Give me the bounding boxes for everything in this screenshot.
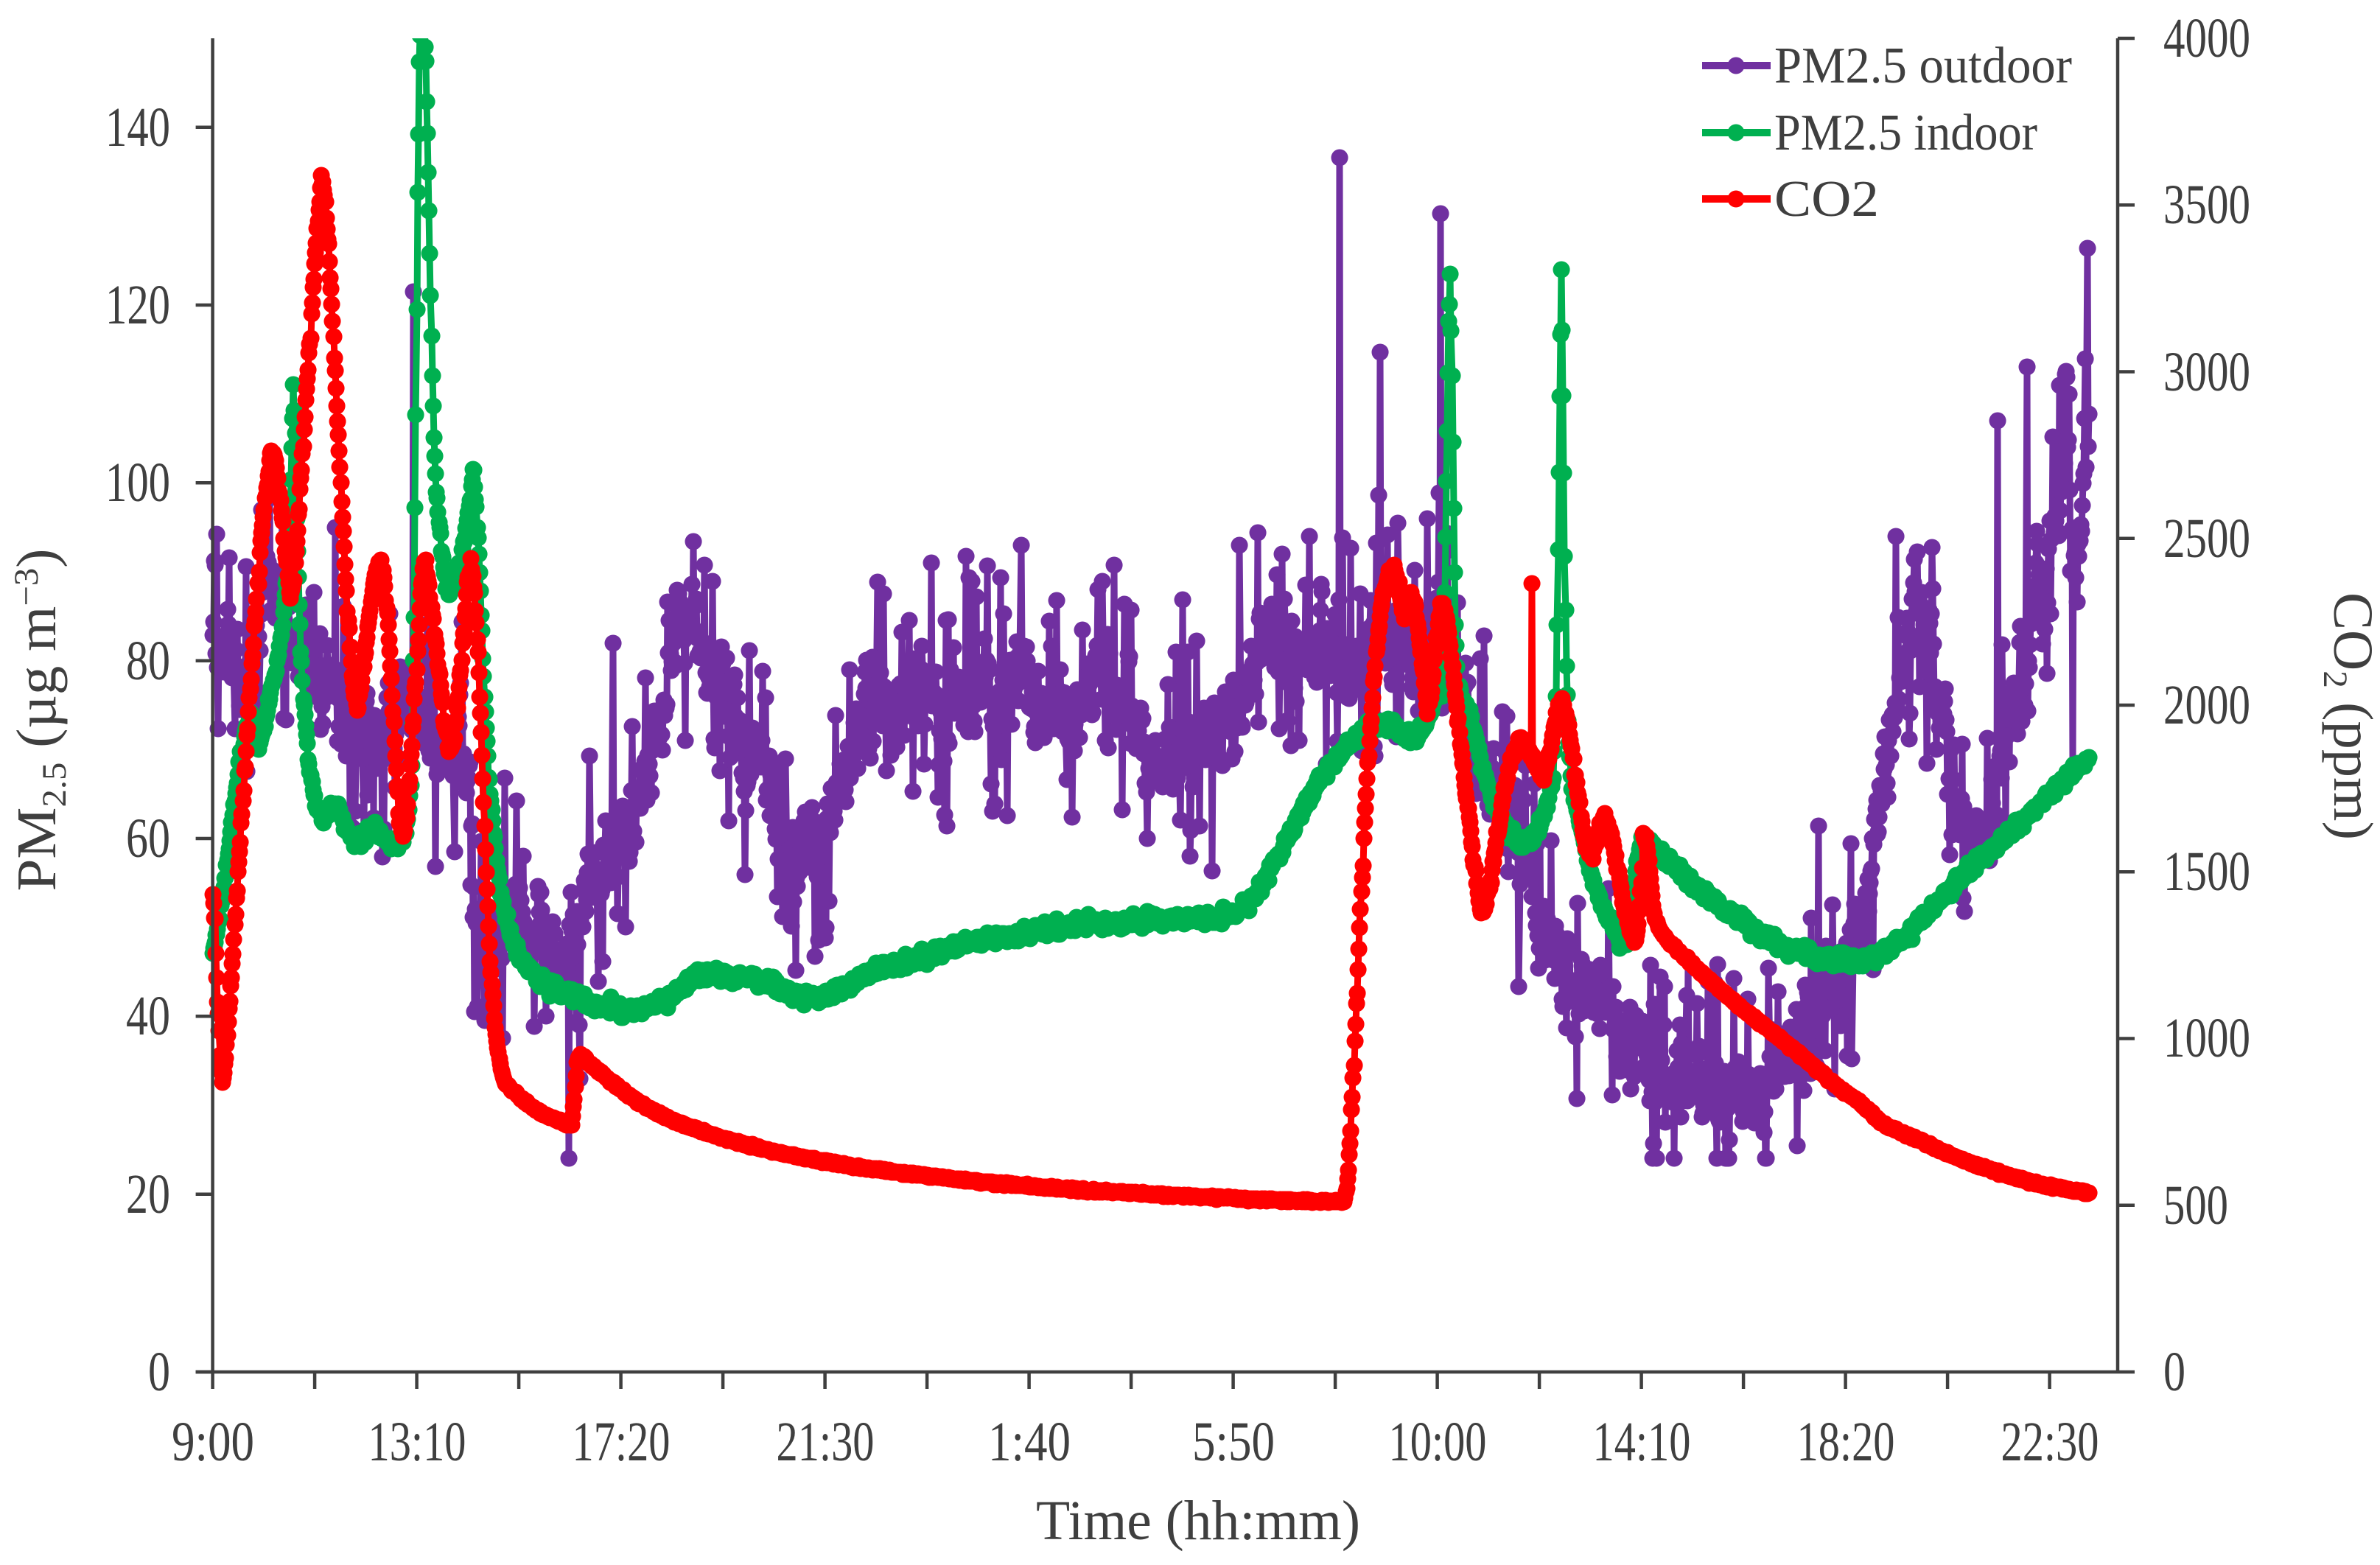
svg-text:140: 140 [105, 97, 170, 158]
svg-text:13:10: 13:10 [368, 1411, 466, 1473]
svg-text:40: 40 [126, 985, 170, 1047]
svg-text:PM2.5 indoor: PM2.5 indoor [1774, 105, 2037, 161]
svg-text:Time (hh:mm): Time (hh:mm) [1036, 1490, 1360, 1552]
svg-text:CO2 (ppm): CO2 (ppm) [2316, 592, 2380, 840]
svg-text:3500: 3500 [2163, 174, 2250, 236]
svg-text:1500: 1500 [2163, 841, 2250, 903]
svg-text:1000: 1000 [2163, 1007, 2250, 1069]
svg-text:3000: 3000 [2163, 341, 2250, 403]
svg-text:PM2.5 outdoor: PM2.5 outdoor [1774, 38, 2072, 94]
svg-text:2500: 2500 [2163, 508, 2250, 570]
svg-text:22:30: 22:30 [2001, 1411, 2099, 1473]
svg-text:0: 0 [148, 1341, 170, 1403]
svg-text:0: 0 [2163, 1341, 2185, 1403]
svg-text:18:20: 18:20 [1797, 1411, 1895, 1473]
svg-text:21:30: 21:30 [777, 1411, 875, 1473]
svg-text:80: 80 [126, 630, 170, 692]
svg-text:4000: 4000 [2163, 7, 2250, 69]
svg-text:14:10: 14:10 [1593, 1411, 1691, 1473]
svg-text:120: 120 [105, 274, 170, 336]
svg-text:500: 500 [2163, 1174, 2228, 1236]
svg-text:20: 20 [126, 1163, 170, 1225]
svg-text:CO2: CO2 [1774, 171, 1879, 228]
svg-text:1:40: 1:40 [988, 1411, 1071, 1473]
svg-text:100: 100 [105, 452, 170, 514]
svg-text:10:00: 10:00 [1389, 1411, 1487, 1473]
svg-text:9:00: 9:00 [172, 1411, 254, 1473]
svg-text:2000: 2000 [2163, 674, 2250, 736]
svg-text:60: 60 [126, 808, 170, 869]
svg-text:5:50: 5:50 [1192, 1411, 1275, 1473]
svg-text:17:20: 17:20 [573, 1411, 671, 1473]
